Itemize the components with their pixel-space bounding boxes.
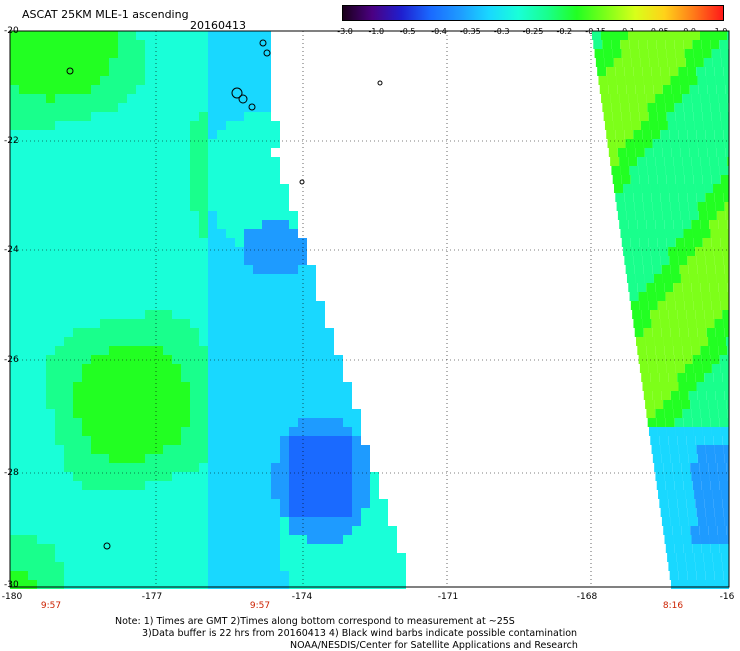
lon-label: -168	[577, 592, 597, 602]
note-line-3: NOAA/NESDIS/Center for Satellite Applica…	[290, 640, 578, 651]
note-line-1: Note: 1) Times are GMT 2)Times along bot…	[115, 616, 515, 627]
time-label: 8:16	[663, 601, 683, 611]
lat-label: -22	[4, 136, 19, 146]
lat-label: -30	[4, 580, 19, 590]
lon-label: -177	[142, 592, 162, 602]
lat-label: -26	[4, 355, 19, 365]
time-label: 9:57	[250, 601, 270, 611]
lon-label: -174	[292, 592, 312, 602]
time-label: 9:57	[41, 601, 61, 611]
note-line-2: 3)Data buffer is 22 hrs from 20160413 4)…	[142, 628, 577, 639]
swath-layer	[10, 31, 729, 589]
lon-label: -16	[720, 592, 735, 602]
lon-label: -171	[438, 592, 458, 602]
lon-label: -180	[2, 592, 22, 602]
lat-label: -20	[4, 26, 19, 36]
lat-label: -24	[4, 245, 19, 255]
lat-label: -28	[4, 468, 19, 478]
